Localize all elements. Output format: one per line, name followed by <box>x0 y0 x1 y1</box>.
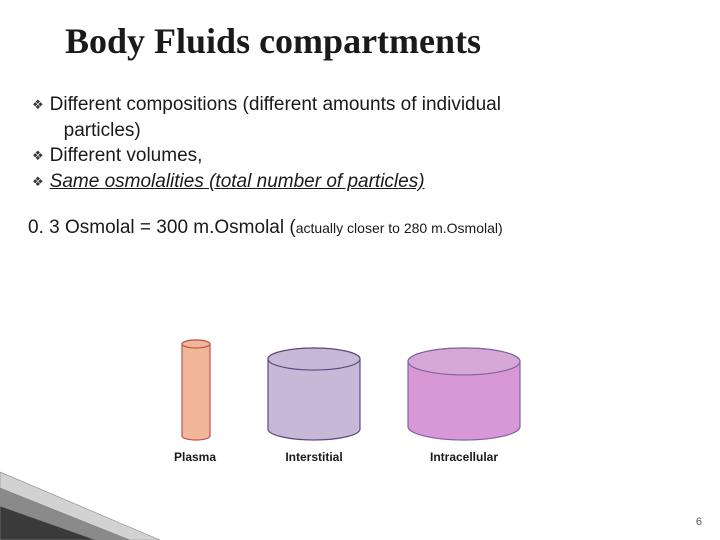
bullet-item: ❖ Different volumes, <box>32 143 700 169</box>
slide-title: Body Fluids compartments <box>0 0 720 62</box>
intracellular-label: Intracellular <box>408 450 520 464</box>
osmo-note: actually closer to 280 m.Osmolal) <box>296 220 503 236</box>
plasma-label: Plasma <box>160 450 230 464</box>
osmolality-line: 0. 3 Osmolal = 300 m.Osmolal (actually c… <box>0 195 720 239</box>
diamond-bullet-icon: ❖ <box>32 147 44 165</box>
diamond-bullet-icon: ❖ <box>32 96 44 114</box>
bullet-text: Different volumes, <box>50 143 700 169</box>
page-number: 6 <box>696 516 702 528</box>
bullet-item: ❖ Different compositions (different amou… <box>32 92 700 118</box>
bullet-item: ❖ Same osmolalities (total number of par… <box>32 169 700 195</box>
cylinder-diagram: Plasma Interstitial Intracellular <box>0 330 720 500</box>
bullet-list: ❖ Different compositions (different amou… <box>0 62 720 195</box>
diamond-bullet-icon: ❖ <box>32 173 44 191</box>
osmo-main: 0. 3 Osmolal = 300 m.Osmolal ( <box>28 217 296 238</box>
bullet-text: Different compositions (different amount… <box>50 92 700 118</box>
interstitial-label: Interstitial <box>268 450 360 464</box>
bullet-text: particles) <box>64 118 700 144</box>
bullet-text-emphasis: Same osmolalities (total number of parti… <box>50 169 700 195</box>
cylinder-svg <box>0 330 720 500</box>
bullet-item-continuation: ❖ particles) <box>32 118 700 144</box>
